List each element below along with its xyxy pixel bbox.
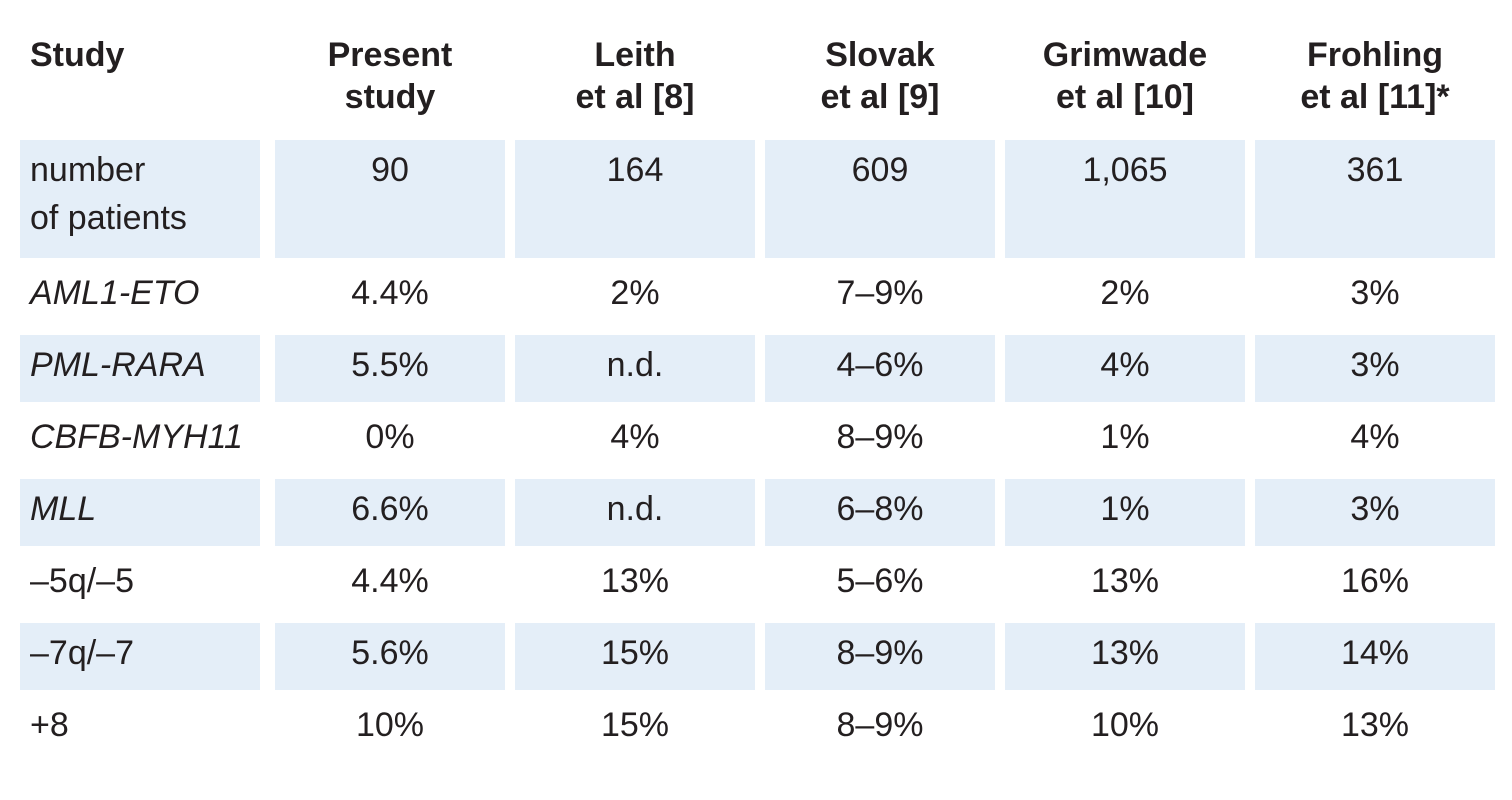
header-col-frohling: Frohling et al [11]* xyxy=(1255,30,1495,130)
cell-leith: 13% xyxy=(600,562,670,600)
cell-slovak: 609 xyxy=(765,140,995,258)
cell-frohling: 3% xyxy=(1255,479,1495,546)
cell-frohling: 4% xyxy=(1350,418,1400,456)
cell-frohling: 361 xyxy=(1255,140,1495,258)
table-row: MLL 6.6% n.d. 6–8% 1% 3% xyxy=(20,479,1500,551)
cell-present: 4.4% xyxy=(351,562,429,600)
header-col-leith: Leith et al [8] xyxy=(515,30,755,130)
cell-slovak: 8–9% xyxy=(836,706,924,744)
cell-slovak: 6–8% xyxy=(765,479,995,546)
cell-frohling: 16% xyxy=(1340,562,1410,600)
cell-slovak: 8–9% xyxy=(765,623,995,690)
header-col-present-line1: Present xyxy=(327,36,453,74)
cell-slovak: 8–9% xyxy=(836,418,924,456)
cell-leith: n.d. xyxy=(515,479,755,546)
header-col-slovak-line2: et al [9] xyxy=(820,78,940,116)
cell-present: 4.4% xyxy=(351,274,429,312)
header-col-grimwade-line1: Grimwade xyxy=(1042,36,1208,74)
cell-grimwade: 1% xyxy=(1100,418,1150,456)
cell-present: 0% xyxy=(365,418,415,456)
header-col-slovak: Slovak et al [9] xyxy=(765,30,995,130)
header-col-leith-line1: Leith xyxy=(594,36,676,74)
cell-slovak: 7–9% xyxy=(836,274,924,312)
cell-frohling: 3% xyxy=(1350,274,1400,312)
row-label: –7q/–7 xyxy=(20,623,260,690)
cell-grimwade: 13% xyxy=(1090,562,1160,600)
table-row: PML-RARA 5.5% n.d. 4–6% 4% 3% xyxy=(20,335,1500,407)
header-col-present-line2: study xyxy=(344,78,436,116)
table-row: number of patients 90 164 609 1,065 361 xyxy=(20,140,1500,263)
cell-grimwade: 1% xyxy=(1005,479,1245,546)
cell-leith: 4% xyxy=(610,418,660,456)
cell-grimwade: 13% xyxy=(1005,623,1245,690)
cell-grimwade: 10% xyxy=(1090,706,1160,744)
row-label: number of patients xyxy=(20,140,260,258)
row-label: AML1-ETO xyxy=(30,274,200,312)
row-label: MLL xyxy=(20,479,260,546)
table-row: AML1-ETO 4.4% 2% 7–9% 2% 3% xyxy=(20,263,1500,335)
table-row: +8 10% 15% 8–9% 10% 13% xyxy=(20,695,1500,767)
header-study: Study xyxy=(20,30,260,130)
header-col-leith-line2: et al [8] xyxy=(575,78,695,116)
header-col-present: Present study xyxy=(275,30,505,130)
header-col-grimwade-line2: et al [10] xyxy=(1056,78,1194,116)
cell-frohling: 14% xyxy=(1255,623,1495,690)
row-label-line1: number xyxy=(30,151,146,189)
cell-leith: 2% xyxy=(610,274,660,312)
table-row: CBFB-MYH11 0% 4% 8–9% 1% 4% xyxy=(20,407,1500,479)
cell-leith: 164 xyxy=(515,140,755,258)
header-col-slovak-line1: Slovak xyxy=(825,36,935,74)
header-col-grimwade: Grimwade et al [10] xyxy=(1005,30,1245,130)
cell-present: 10% xyxy=(355,706,425,744)
cell-leith: 15% xyxy=(515,623,755,690)
header-study-label: Study xyxy=(30,36,125,74)
cell-frohling: 3% xyxy=(1255,335,1495,402)
cell-frohling: 13% xyxy=(1340,706,1410,744)
table-row: –5q/–5 4.4% 13% 5–6% 13% 16% xyxy=(20,551,1500,623)
cell-present: 5.5% xyxy=(275,335,505,402)
cell-grimwade: 2% xyxy=(1100,274,1150,312)
cell-slovak: 4–6% xyxy=(765,335,995,402)
comparison-table: Study Present study Leith et al [8] Slov… xyxy=(20,30,1500,767)
table-row: –7q/–7 5.6% 15% 8–9% 13% 14% xyxy=(20,623,1500,695)
cell-grimwade: 1,065 xyxy=(1005,140,1245,258)
cell-present: 6.6% xyxy=(275,479,505,546)
header-col-frohling-line2: et al [11]* xyxy=(1300,78,1450,116)
row-label: CBFB-MYH11 xyxy=(30,418,243,456)
row-label-line2: of patients xyxy=(30,199,187,237)
row-label: –5q/–5 xyxy=(30,562,134,600)
table-header-row: Study Present study Leith et al [8] Slov… xyxy=(20,30,1500,140)
cell-present: 5.6% xyxy=(275,623,505,690)
cell-slovak: 5–6% xyxy=(836,562,924,600)
header-col-frohling-line1: Frohling xyxy=(1307,36,1443,74)
cell-grimwade: 4% xyxy=(1005,335,1245,402)
cell-present: 90 xyxy=(275,140,505,258)
row-label: PML-RARA xyxy=(20,335,260,402)
row-label: +8 xyxy=(30,706,69,744)
cell-leith: 15% xyxy=(600,706,670,744)
cell-leith: n.d. xyxy=(515,335,755,402)
